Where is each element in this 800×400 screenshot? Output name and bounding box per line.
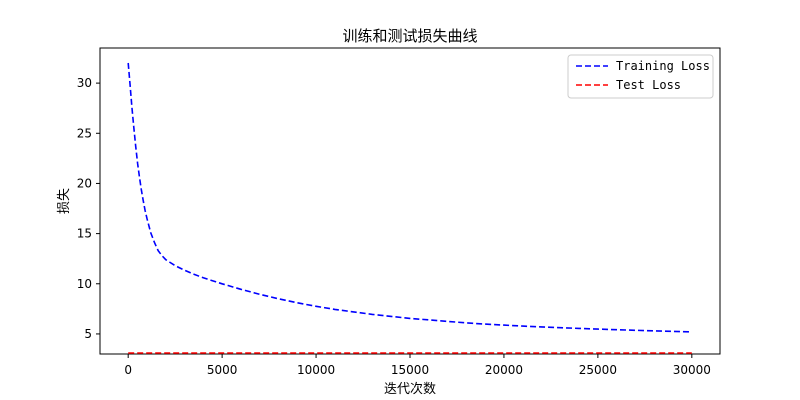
y-tick-label: 10 [77,277,92,291]
x-tick-label: 15000 [391,363,429,377]
y-tick-label: 20 [77,176,92,190]
chart-title: 训练和测试损失曲线 [342,27,477,45]
x-tick-label: 20000 [485,363,523,377]
y-axis: 5 10 15 20 25 30 [77,76,100,341]
x-tick-label: 25000 [579,363,617,377]
x-tick-label: 30000 [673,363,711,377]
x-axis: 0 5000 10000 15000 20000 25000 30000 [124,354,711,377]
y-tick-label: 5 [84,327,92,341]
series-line-0 [127,62,692,333]
legend-label: Test Loss [616,78,681,92]
y-tick-label: 15 [77,227,92,241]
y-tick-label: 30 [77,76,92,90]
x-axis-label: 迭代次数 [384,381,436,397]
x-tick-label: 10000 [297,363,335,377]
legend-label: Training Loss [616,59,710,73]
y-axis-label: 损失 [57,188,72,214]
x-tick-label: 0 [124,363,132,377]
y-tick-label: 25 [77,126,92,140]
series-layer [127,62,692,354]
x-tick-label: 5000 [207,363,238,377]
legend: Training Loss Test Loss [567,54,714,99]
